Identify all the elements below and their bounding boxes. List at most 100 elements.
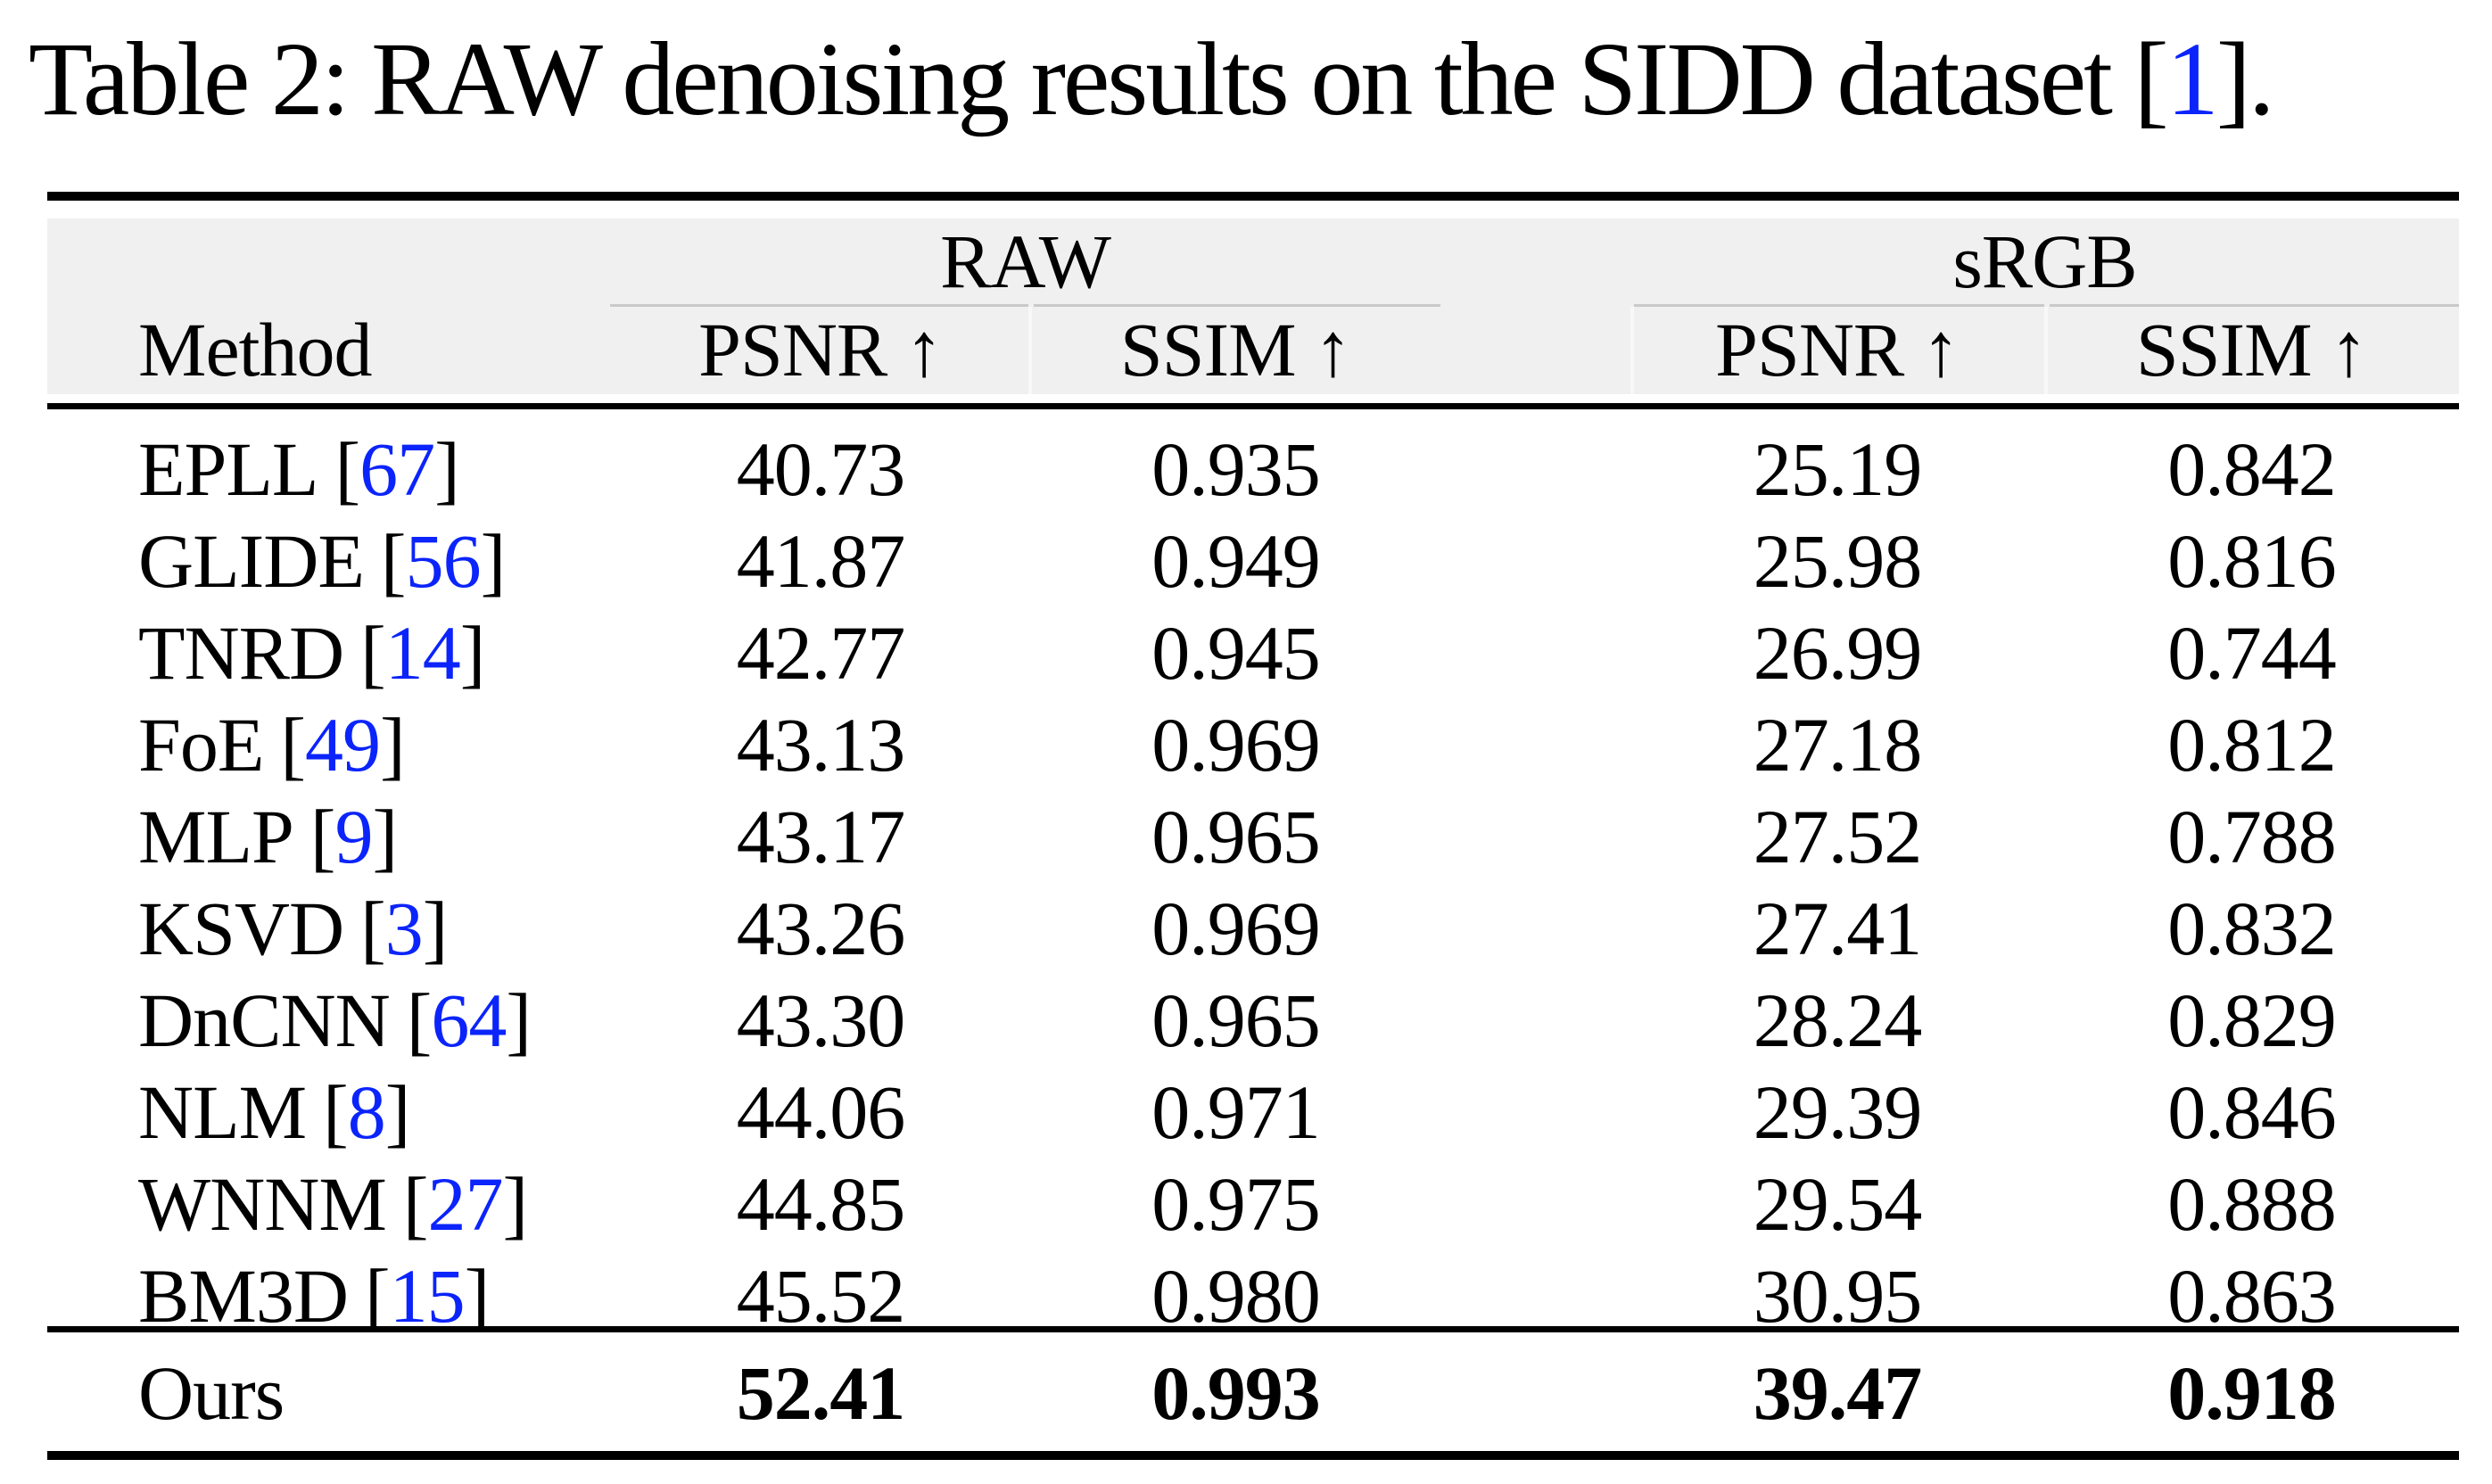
citation-link[interactable]: 9 [334, 794, 373, 879]
cell-srgb-ssim: 0.829 [2167, 977, 2337, 1063]
method-name: KSVD [138, 886, 344, 971]
column-spacer [1440, 1067, 1630, 1158]
citation-bracket-close: ] [459, 610, 486, 696]
caption-text-suffix: ]. [2216, 21, 2275, 137]
column-header-srgb-psnr: PSNR ↑ [1715, 307, 1960, 392]
column-header-raw-ssim: SSIM ↑ [1119, 307, 1352, 392]
cell-srgb-psnr: 29.54 [1753, 1161, 1923, 1247]
table-row: WNNM [27] 44.85 0.975 29.54 0.888 [47, 1158, 2459, 1250]
citation-bracket-open: [ [309, 794, 336, 879]
header-rule [47, 403, 2459, 409]
citation-bracket-close: ] [434, 426, 460, 512]
table-row: TNRD [14] 42.77 0.945 26.99 0.744 [47, 607, 2459, 699]
cell-srgb-psnr: 28.24 [1753, 977, 1923, 1063]
cell-raw-ssim: 0.980 [1151, 1253, 1321, 1339]
column-spacer [1440, 424, 1630, 515]
table-caption: Table 2: RAW denoising results on the SI… [29, 21, 2275, 137]
cell-raw-psnr: 43.13 [736, 702, 906, 787]
citation-link[interactable]: 27 [427, 1161, 504, 1247]
citation-bracket-open: [ [402, 1161, 429, 1247]
cell-srgb-ssim: 0.812 [2167, 702, 2337, 787]
table-row: FoE [49] 43.13 0.969 27.18 0.812 [47, 699, 2459, 791]
group-header-srgb: sRGB [1952, 218, 2137, 304]
header-cell-seam [1028, 307, 1032, 394]
cell-raw-ssim: 0.969 [1151, 702, 1321, 787]
cell-srgb-ssim: 0.744 [2167, 610, 2337, 696]
cell-srgb-psnr: 27.52 [1753, 794, 1923, 879]
citation-bracket-close: ] [502, 1161, 529, 1247]
method-cell: BM3D [15] [47, 1250, 610, 1342]
citation-link[interactable]: 67 [359, 426, 435, 512]
method-cell: MLP [9] [47, 791, 610, 883]
cell-srgb-ssim: 0.816 [2167, 518, 2337, 604]
cell-srgb-ssim: 0.788 [2167, 794, 2337, 879]
column-spacer [1440, 975, 1630, 1067]
cell-srgb-psnr: 29.39 [1753, 1069, 1923, 1155]
cell-srgb-ssim: 0.888 [2167, 1161, 2337, 1247]
cmidrule-raw-psnr [610, 304, 1028, 307]
citation-bracket-open: [ [380, 518, 407, 604]
cell-srgb-ssim: 0.832 [2167, 886, 2337, 971]
citation-bracket-close: ] [380, 702, 406, 787]
cell-raw-psnr: 40.73 [736, 426, 906, 512]
cell-raw-psnr: 43.17 [736, 794, 906, 879]
method-cell: WNNM [27] [47, 1158, 610, 1250]
citation-bracket-open: [ [364, 1253, 391, 1339]
section-rule [47, 1326, 2459, 1332]
citation-link[interactable]: 14 [384, 610, 461, 696]
method-name: BM3D [138, 1253, 349, 1339]
table-row: KSVD [3] 43.26 0.969 27.41 0.832 [47, 883, 2459, 975]
cell-raw-psnr: 43.26 [736, 886, 906, 971]
citation-link[interactable]: 8 [347, 1069, 386, 1155]
cell-srgb-ssim: 0.918 [2167, 1350, 2337, 1436]
citation-bracket-open: [ [280, 702, 306, 787]
cmidrule-srgb-psnr [1634, 304, 2044, 307]
cell-srgb-ssim: 0.846 [2167, 1069, 2337, 1155]
citation-bracket-open: [ [360, 886, 386, 971]
citation-link[interactable]: 1 [2166, 21, 2219, 137]
citation-link[interactable]: 15 [389, 1253, 466, 1339]
citation-bracket-open: [ [323, 1069, 349, 1155]
citation-bracket-close: ] [506, 977, 532, 1063]
header-cell-seam [1630, 307, 1634, 394]
table-row: EPLL [67] 40.73 0.935 25.19 0.842 [47, 424, 2459, 515]
cell-srgb-psnr: 25.19 [1753, 426, 1923, 512]
cell-srgb-psnr: 27.41 [1753, 886, 1923, 971]
citation-link[interactable]: 56 [405, 518, 482, 604]
column-spacer [1440, 883, 1630, 975]
ours-row: Ours 52.41 0.993 39.47 0.918 [47, 1338, 2459, 1449]
cell-raw-psnr: 44.85 [736, 1161, 906, 1247]
cell-raw-ssim: 0.975 [1151, 1161, 1321, 1247]
cell-srgb-ssim: 0.863 [2167, 1253, 2337, 1339]
bottom-rule [47, 1451, 2459, 1460]
method-name: WNNM [138, 1161, 387, 1247]
column-spacer [1440, 305, 1630, 394]
table-header: RAW sRGB Method PSNR ↑ SSIM ↑ PSNR ↑ SSI… [47, 218, 2459, 394]
citation-bracket-close: ] [372, 794, 398, 879]
method-name: FoE [138, 702, 264, 787]
method-name: TNRD [138, 610, 344, 696]
citation-link[interactable]: 64 [431, 977, 507, 1063]
cell-srgb-psnr: 25.98 [1753, 518, 1923, 604]
cmidrule-srgb-ssim [2050, 304, 2459, 307]
citation-bracket-close: ] [464, 1253, 491, 1339]
method-cell: KSVD [3] [47, 883, 610, 975]
group-header-raw: RAW [940, 218, 1111, 304]
results-table: RAW sRGB Method PSNR ↑ SSIM ↑ PSNR ↑ SSI… [47, 192, 2459, 1460]
cell-srgb-psnr: 30.95 [1753, 1253, 1923, 1339]
cell-raw-psnr: 52.41 [736, 1350, 906, 1436]
citation-link[interactable]: 49 [305, 702, 381, 787]
method-cell: EPLL [67] [47, 424, 610, 515]
cell-srgb-ssim: 0.842 [2167, 426, 2337, 512]
cell-raw-ssim: 0.945 [1151, 610, 1321, 696]
citation-bracket-close: ] [480, 518, 507, 604]
cell-raw-psnr: 45.52 [736, 1253, 906, 1339]
column-spacer [1440, 1158, 1630, 1250]
cell-raw-ssim: 0.949 [1151, 518, 1321, 604]
method-name: GLIDE [138, 518, 365, 604]
citation-link[interactable]: 3 [384, 886, 424, 971]
cell-srgb-psnr: 27.18 [1753, 702, 1923, 787]
cell-raw-psnr: 42.77 [736, 610, 906, 696]
column-spacer [1440, 699, 1630, 791]
